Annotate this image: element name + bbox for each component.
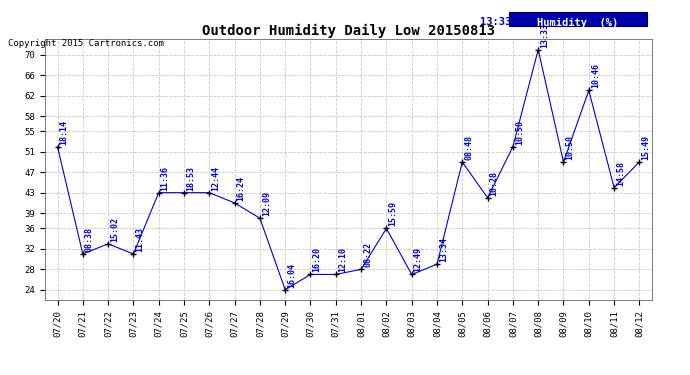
Text: 15:49: 15:49 [642, 135, 651, 160]
Text: 13:34: 13:34 [439, 237, 448, 262]
Text: Humidity  (%): Humidity (%) [537, 18, 618, 28]
Text: 15:02: 15:02 [110, 217, 119, 242]
Text: 08:48: 08:48 [464, 135, 473, 160]
Text: 18:53: 18:53 [186, 166, 195, 190]
Text: 16:24: 16:24 [237, 176, 246, 201]
Text: 12:49: 12:49 [414, 248, 423, 272]
Text: 18:14: 18:14 [59, 120, 68, 145]
Text: 10:50: 10:50 [566, 135, 575, 160]
Text: 11:36: 11:36 [161, 166, 170, 190]
Text: 08:22: 08:22 [363, 242, 372, 267]
Text: 08:38: 08:38 [85, 227, 94, 252]
Text: 10:28: 10:28 [490, 171, 499, 196]
Text: 13:33: 13:33 [480, 17, 511, 27]
Text: Copyright 2015 Cartronics.com: Copyright 2015 Cartronics.com [8, 39, 164, 48]
Text: 12:44: 12:44 [211, 166, 220, 190]
Text: 11:43: 11:43 [135, 227, 144, 252]
Text: 10:50: 10:50 [515, 120, 524, 145]
Text: 12:09: 12:09 [262, 191, 271, 216]
Text: 15:59: 15:59 [388, 201, 397, 226]
Text: 12:10: 12:10 [338, 248, 347, 272]
Title: Outdoor Humidity Daily Low 20150813: Outdoor Humidity Daily Low 20150813 [202, 24, 495, 38]
Text: 13:33: 13:33 [540, 22, 549, 48]
Text: 16:04: 16:04 [287, 263, 296, 288]
Text: 14:58: 14:58 [616, 160, 625, 186]
Text: 10:46: 10:46 [591, 63, 600, 88]
Text: 16:20: 16:20 [313, 248, 322, 272]
